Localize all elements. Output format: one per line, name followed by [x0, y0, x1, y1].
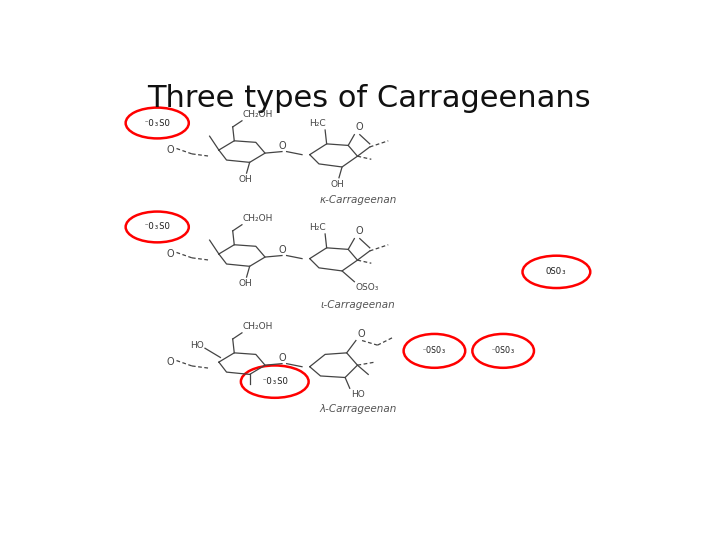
Text: O: O [356, 226, 364, 237]
Text: HO: HO [189, 341, 204, 350]
Text: OH: OH [330, 180, 344, 189]
Text: ⁻OSO₃: ⁻OSO₃ [490, 346, 516, 355]
Text: OH: OH [238, 176, 252, 185]
Text: H₂C: H₂C [309, 119, 325, 127]
Text: OH: OH [238, 279, 252, 288]
Text: ⁻O₃SO: ⁻O₃SO [144, 118, 171, 127]
Text: ι-Carrageenan: ι-Carrageenan [320, 300, 395, 310]
Text: CH₂OH: CH₂OH [243, 214, 273, 223]
Text: HO: HO [351, 390, 365, 399]
Text: O: O [166, 357, 174, 367]
Text: ⁻O₃SO: ⁻O₃SO [261, 377, 288, 386]
Text: OSO₃: OSO₃ [356, 284, 379, 292]
Text: κ-Carrageenan: κ-Carrageenan [319, 195, 397, 205]
Text: CH₂OH: CH₂OH [243, 110, 273, 119]
Text: O: O [356, 123, 364, 132]
Text: OSO₃: OSO₃ [546, 267, 567, 276]
Text: O: O [357, 329, 365, 339]
Text: O: O [278, 353, 286, 363]
Text: Three types of Carrageenans: Three types of Carrageenans [147, 84, 591, 112]
Text: CH₂OH: CH₂OH [243, 322, 273, 332]
Text: O: O [166, 145, 174, 155]
Text: ⁻OSO₃: ⁻OSO₃ [422, 346, 447, 355]
Text: O: O [278, 245, 286, 255]
Text: ⁻O₃SO: ⁻O₃SO [144, 222, 171, 232]
Text: O: O [166, 249, 174, 259]
Text: λ-Carrageenan: λ-Carrageenan [319, 404, 397, 414]
Text: H₂C: H₂C [309, 222, 325, 232]
Text: O: O [278, 141, 286, 151]
